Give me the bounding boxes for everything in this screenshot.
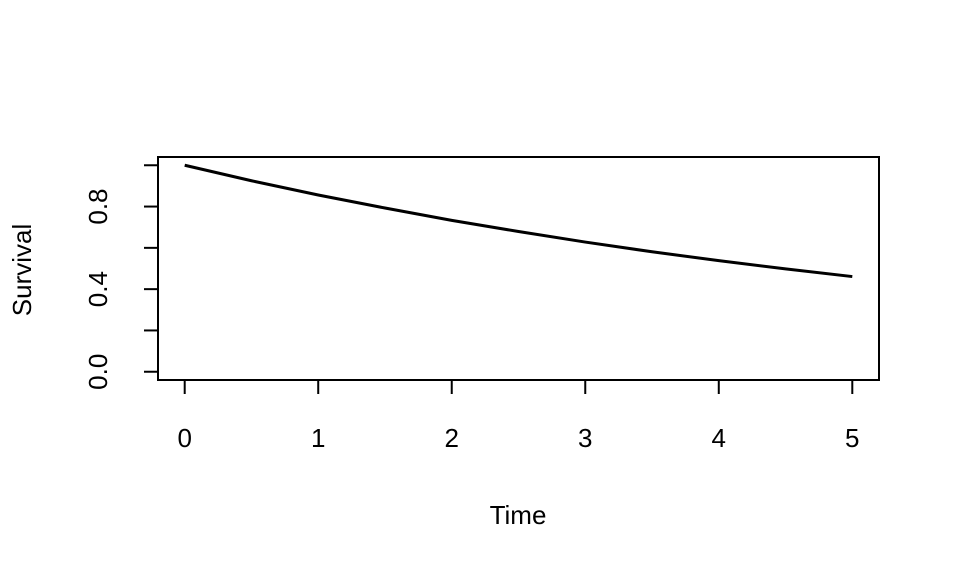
- y-tick-label: 0.0: [83, 354, 113, 390]
- y-tick-label: 0.4: [83, 271, 113, 307]
- x-tick-label: 3: [578, 423, 592, 453]
- x-tick-label: 2: [445, 423, 459, 453]
- y-axis-label: Survival: [7, 224, 37, 316]
- survival-line: [184, 163, 853, 279]
- x-axis-label: Time: [490, 500, 547, 530]
- x-tick-label: 1: [311, 423, 325, 453]
- y-tick-label: 0.8: [83, 188, 113, 224]
- x-tick-label: 0: [177, 423, 191, 453]
- x-tick-label: 4: [712, 423, 726, 453]
- x-tick-label: 5: [845, 423, 859, 453]
